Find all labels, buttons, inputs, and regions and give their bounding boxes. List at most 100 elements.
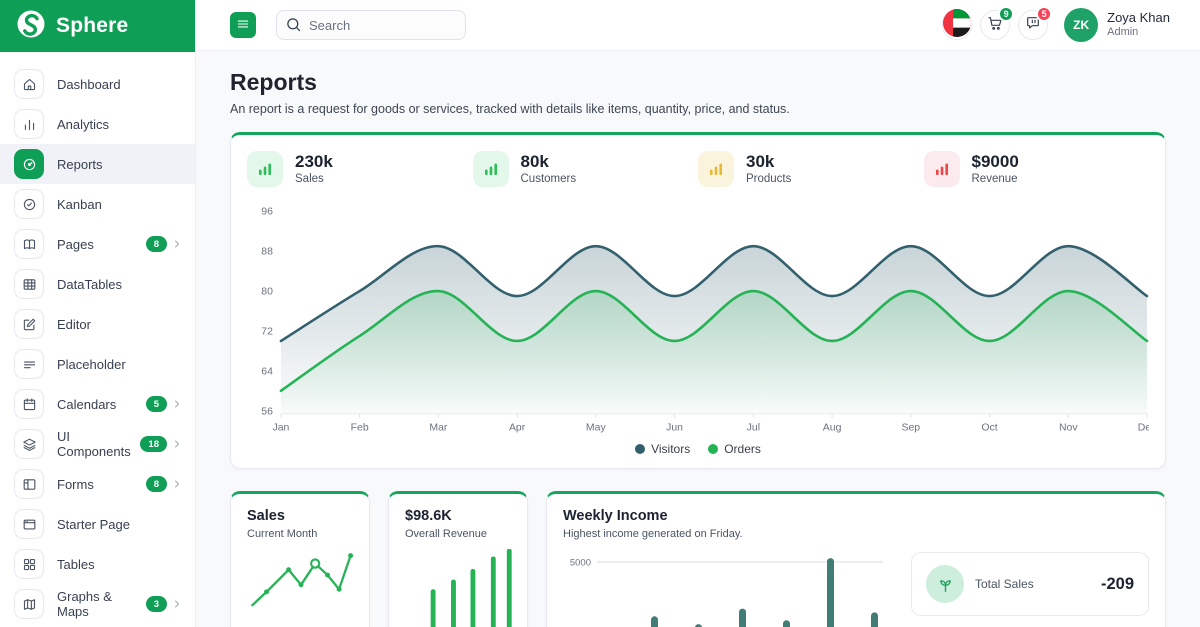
- reports-overview-card: 230k Sales 80k Customers 30k Products: [230, 132, 1166, 469]
- svg-text:Jun: Jun: [666, 423, 683, 434]
- sidebar-nav: DashboardAnalytics Reports KanbanPages8 Dat…: [0, 52, 195, 624]
- svg-text:May: May: [586, 423, 607, 434]
- svg-text:5000: 5000: [570, 558, 591, 569]
- stat-value: 230k: [295, 153, 333, 172]
- book-icon: [14, 229, 44, 259]
- search-box: [276, 10, 466, 40]
- stat-sales: 230k Sales: [247, 151, 473, 187]
- topbar: 9 5 ZK Zoya Khan Admin: [196, 0, 1200, 50]
- mini-bar-chart-icon: [473, 151, 509, 187]
- content-area: Reports An report is a request for goods…: [196, 50, 1200, 627]
- messages-badge: 5: [1036, 6, 1052, 22]
- language-flag-button[interactable]: [942, 10, 972, 40]
- svg-text:56: 56: [261, 406, 273, 417]
- sidebar: Sphere DashboardAnalytics Reports KanbanPa…: [0, 0, 196, 627]
- legend-dot: [708, 444, 718, 454]
- sales-card: Sales Current Month: [230, 491, 370, 627]
- total-sales-label: Total Sales: [975, 577, 1090, 591]
- svg-text:64: 64: [261, 366, 273, 377]
- chevron-right-icon: [171, 598, 183, 610]
- cart-badge: 9: [998, 6, 1014, 22]
- avatar[interactable]: ZK: [1064, 8, 1098, 42]
- sphere-logo-icon: [16, 9, 46, 44]
- sidebar-item-reports[interactable]: Reports: [0, 144, 195, 184]
- legend-label: Visitors: [651, 442, 690, 456]
- mini-bar-chart-icon: [924, 151, 960, 187]
- sidebar-item-label: Tables: [57, 557, 183, 572]
- sidebar-item-placeholder[interactable]: Placeholder: [0, 344, 195, 384]
- sidebar-item-forms[interactable]: Forms8: [0, 464, 195, 504]
- sidebar-item-label: DataTables: [57, 277, 183, 292]
- svg-text:Nov: Nov: [1059, 423, 1078, 434]
- stat-label: Sales: [295, 173, 333, 185]
- user-meta: Zoya Khan Admin: [1107, 10, 1170, 40]
- table-icon: [14, 269, 44, 299]
- page-subtitle: An report is a request for goods or serv…: [230, 102, 1166, 116]
- legend-item-orders[interactable]: Orders: [708, 442, 761, 456]
- svg-text:72: 72: [261, 326, 273, 337]
- legend-item-visitors[interactable]: Visitors: [635, 442, 690, 456]
- legend-dot: [635, 444, 645, 454]
- svg-text:Sep: Sep: [902, 423, 921, 434]
- uae-flag-icon: [943, 9, 971, 42]
- chevron-right-icon: [171, 438, 183, 450]
- sidebar-item-analytics[interactable]: Analytics: [0, 104, 195, 144]
- mini-bar-chart-icon: [698, 151, 734, 187]
- sidebar-item-tables[interactable]: Tables: [0, 544, 195, 584]
- sidebar-item-datatables[interactable]: DataTables: [0, 264, 195, 304]
- stat-label: Products: [746, 173, 791, 185]
- sidebar-item-label: Reports: [57, 157, 183, 172]
- sidebar-item-label: Editor: [57, 317, 183, 332]
- svg-text:Mar: Mar: [429, 423, 448, 434]
- sales-line-chart: [247, 549, 353, 627]
- svg-text:Oct: Oct: [981, 423, 997, 434]
- sidebar-badge: 3: [146, 596, 167, 612]
- sidebar-item-label: UI Components: [57, 429, 140, 459]
- sidebar-item-graphs-maps[interactable]: Graphs & Maps3: [0, 584, 195, 624]
- sales-card-subtitle: Current Month: [247, 528, 353, 540]
- menu-toggle-button[interactable]: [230, 12, 256, 38]
- weekly-income-title: Weekly Income: [563, 508, 1149, 524]
- svg-text:80: 80: [261, 287, 273, 298]
- messages-button[interactable]: 5: [1018, 10, 1048, 40]
- stat-customers: 80k Customers: [473, 151, 699, 187]
- sidebar-item-editor[interactable]: Editor: [0, 304, 195, 344]
- sidebar-item-label: Calendars: [57, 397, 146, 412]
- svg-text:Aug: Aug: [823, 423, 842, 434]
- sidebar-badge: 18: [140, 436, 167, 452]
- search-input[interactable]: [276, 10, 466, 40]
- disc-icon: [14, 149, 44, 179]
- svg-text:88: 88: [261, 247, 273, 258]
- map-icon: [14, 589, 44, 619]
- chevron-right-icon: [171, 398, 183, 410]
- sidebar-item-starter-page[interactable]: Starter Page: [0, 504, 195, 544]
- user-name: Zoya Khan: [1107, 10, 1170, 26]
- edit-icon: [14, 309, 44, 339]
- svg-text:Jul: Jul: [747, 423, 760, 434]
- user-role: Admin: [1107, 26, 1170, 40]
- sidebar-badge: 5: [146, 396, 167, 412]
- sidebar-item-dashboard[interactable]: Dashboard: [0, 64, 195, 104]
- form-icon: [14, 469, 44, 499]
- svg-text:Feb: Feb: [351, 423, 369, 434]
- chart-bars-icon: [14, 109, 44, 139]
- stat-products: 30k Products: [698, 151, 924, 187]
- sidebar-item-label: Forms: [57, 477, 146, 492]
- page-title: Reports: [230, 51, 1166, 96]
- check-circle-icon: [14, 189, 44, 219]
- svg-text:Dec: Dec: [1138, 423, 1149, 434]
- bottom-cards-row: Sales Current Month $98.6K Overall Reven…: [230, 491, 1166, 627]
- sidebar-badge: 8: [146, 236, 167, 252]
- sidebar-item-kanban[interactable]: Kanban: [0, 184, 195, 224]
- mini-bar-chart-icon: [247, 151, 283, 187]
- brand-logo[interactable]: Sphere: [0, 0, 195, 52]
- overall-revenue-card: $98.6K Overall Revenue: [388, 491, 528, 627]
- total-sales-value: -209: [1101, 575, 1134, 594]
- sidebar-item-pages[interactable]: Pages8: [0, 224, 195, 264]
- stats-row: 230k Sales 80k Customers 30k Products: [247, 151, 1149, 187]
- sidebar-item-calendars[interactable]: Calendars5: [0, 384, 195, 424]
- sidebar-badge: 8: [146, 476, 167, 492]
- stat-label: Customers: [521, 173, 577, 185]
- sidebar-item-ui-components[interactable]: UI Components18: [0, 424, 195, 464]
- cart-button[interactable]: 9: [980, 10, 1010, 40]
